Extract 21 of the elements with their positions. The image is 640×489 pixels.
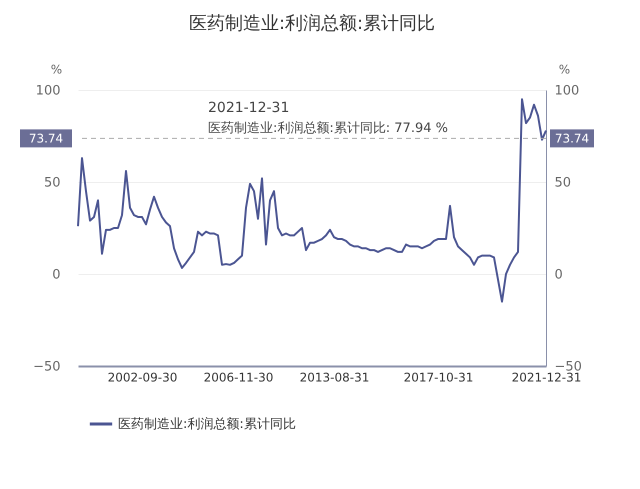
annotation: 2021-12-31 [208,100,290,116]
y2-tick-label: 50 [554,176,572,190]
y-axis-title: % [50,62,62,76]
y-tick-label: 100 [36,84,60,98]
line-series [77,98,547,303]
y-tick-label: 50 [44,176,60,190]
x-tick-label: 2021-12-31 [512,370,582,384]
ref-line-label: 73.74 [554,131,590,146]
x-tick-label: 2006-11-30 [204,370,274,384]
legend-label: 医药制造业:利润总额:累计同比 [118,417,296,432]
x-tick-label: 2013-08-31 [300,370,370,384]
y-tick-label: −50 [33,360,60,374]
annotation: 医药制造业:利润总额:累计同比: 77.94 % [208,121,448,136]
y2-axis-title: % [558,62,570,76]
y2-tick-label: 100 [554,84,580,98]
chart-title: 医药制造业:利润总额:累计同比 [188,13,436,34]
y-tick-label: 0 [52,268,60,282]
y2-tick-label: 0 [554,268,563,282]
x-tick-label: 2017-10-31 [404,370,474,384]
text: 73.74 [28,131,64,146]
x-tick-label: 2002-09-30 [108,370,178,384]
